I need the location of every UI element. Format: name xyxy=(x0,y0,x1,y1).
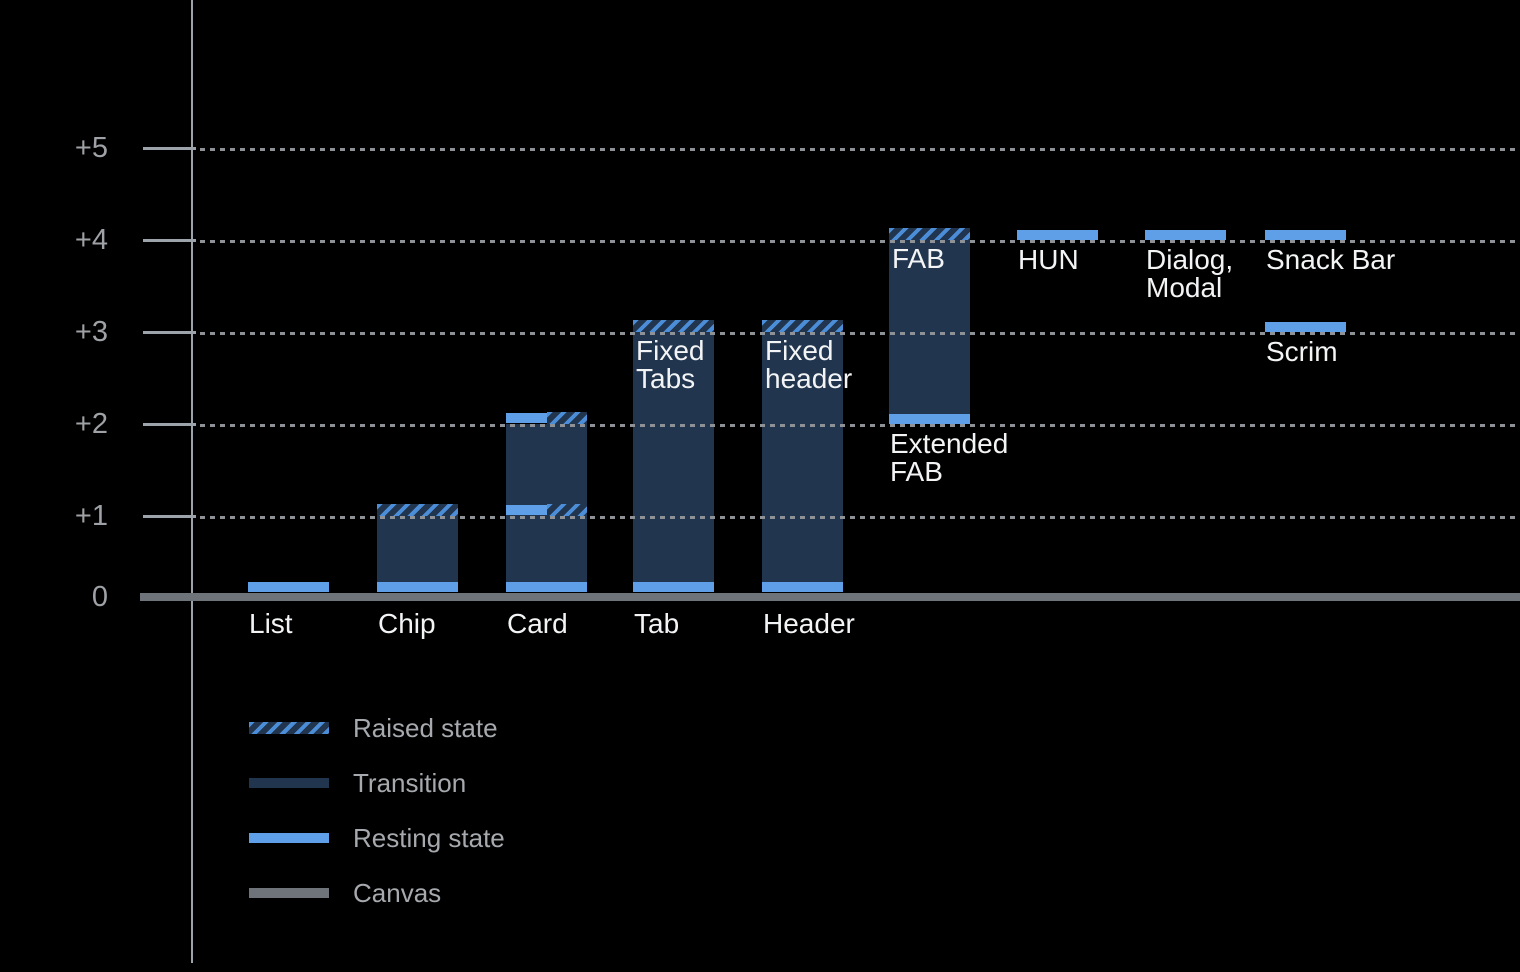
gridline-3 xyxy=(200,332,1520,335)
bar-segment-raised xyxy=(762,320,843,332)
legend-label-raised: Raised state xyxy=(353,713,498,743)
bar-inside-label-line: Tabs xyxy=(636,363,696,394)
bar-label-line: Scrim xyxy=(1266,336,1338,367)
bar-label: Dialog, Modal xyxy=(1146,246,1233,302)
bar-segment-raised xyxy=(377,504,458,516)
bar-segment-resting xyxy=(1145,230,1226,240)
bar-segment-resting xyxy=(762,582,843,592)
bar-label: Snack Bar xyxy=(1266,246,1395,274)
bar-inside-label-line: header xyxy=(765,363,853,394)
bar-label-line: FAB xyxy=(890,456,943,487)
bar-segment-resting xyxy=(1265,322,1346,332)
y-axis-tick-label: 0 xyxy=(91,581,108,613)
y-axis-tick xyxy=(143,331,196,334)
canvas-baseline xyxy=(140,593,1520,601)
legend-swatch-raised xyxy=(249,722,329,734)
bar-label: Extended FAB xyxy=(890,430,1008,486)
bar-segment-raised xyxy=(547,504,587,516)
bar-segment-resting xyxy=(1265,230,1346,240)
y-axis-tick-label: +5 xyxy=(74,132,108,164)
y-axis-tick xyxy=(143,423,196,426)
bar-segment-resting xyxy=(248,582,329,592)
bar-label-line: Snack Bar xyxy=(1266,244,1396,275)
y-axis-tick xyxy=(143,239,196,242)
bar-segment-transition xyxy=(377,516,458,592)
legend-swatch-canvas xyxy=(249,888,329,898)
bar-label: Card xyxy=(507,610,568,638)
bar-segment-resting xyxy=(506,413,547,423)
y-axis-tick-label: +1 xyxy=(74,500,108,532)
y-axis-line xyxy=(191,0,193,963)
gridline-1 xyxy=(200,516,1520,519)
bar-segment-transition xyxy=(633,332,714,592)
bar-segment-resting xyxy=(506,582,587,592)
y-axis-tick-label: +2 xyxy=(74,408,108,440)
bar-segment-resting xyxy=(377,582,458,592)
bar-segment-transition xyxy=(762,332,843,592)
bar-inside-label-line: FAB xyxy=(892,243,945,274)
bar-inside-label-line: Fixed xyxy=(636,335,705,366)
bar-label-line: Header xyxy=(763,608,855,639)
bar-segment-raised xyxy=(547,412,587,424)
y-axis-tick-label: +4 xyxy=(74,224,108,256)
bar-label-line: List xyxy=(249,608,293,639)
bar-label: List xyxy=(249,610,293,638)
legend-label-transition: Transition xyxy=(353,768,467,798)
bar-segment-resting xyxy=(506,505,547,515)
bar-label: Header xyxy=(763,610,855,638)
bar-label-line: HUN xyxy=(1018,244,1079,275)
gridline-4 xyxy=(200,240,1520,243)
bar-segment-raised xyxy=(889,228,970,240)
legend-swatch-transition xyxy=(249,778,329,788)
gridline-2 xyxy=(200,424,1520,427)
bar-inside-label: FAB xyxy=(892,245,945,273)
bar-label: Tab xyxy=(634,610,679,638)
y-axis-tick-label: +3 xyxy=(74,316,108,348)
gridline-5 xyxy=(200,148,1520,151)
bar-label: HUN xyxy=(1018,246,1079,274)
bar-inside-label: Fixed Tabs xyxy=(636,337,704,393)
bar-segment-resting xyxy=(1017,230,1098,240)
legend-label-resting: Resting state xyxy=(353,823,505,853)
bar-label: Scrim xyxy=(1266,338,1338,366)
bar-segment-raised xyxy=(633,320,714,332)
legend-swatch-resting xyxy=(249,833,329,843)
bar-label: Chip xyxy=(378,610,436,638)
bar-label-line: Tab xyxy=(634,608,680,639)
bar-inside-label: Fixed header xyxy=(765,337,852,393)
bar-label-line: Card xyxy=(507,608,568,639)
bar-label-line: Modal xyxy=(1146,272,1223,303)
bar-label-line: Dialog, xyxy=(1146,244,1234,275)
y-axis-tick xyxy=(143,515,196,518)
y-axis-tick xyxy=(143,147,196,150)
bar-inside-label-line: Fixed xyxy=(765,335,834,366)
bar-segment-resting xyxy=(889,414,970,424)
bar-label-line: Chip xyxy=(378,608,436,639)
bar-label-line: Extended xyxy=(890,428,1009,459)
bar-segment-resting xyxy=(633,582,714,592)
legend-label-canvas: Canvas xyxy=(353,878,442,908)
